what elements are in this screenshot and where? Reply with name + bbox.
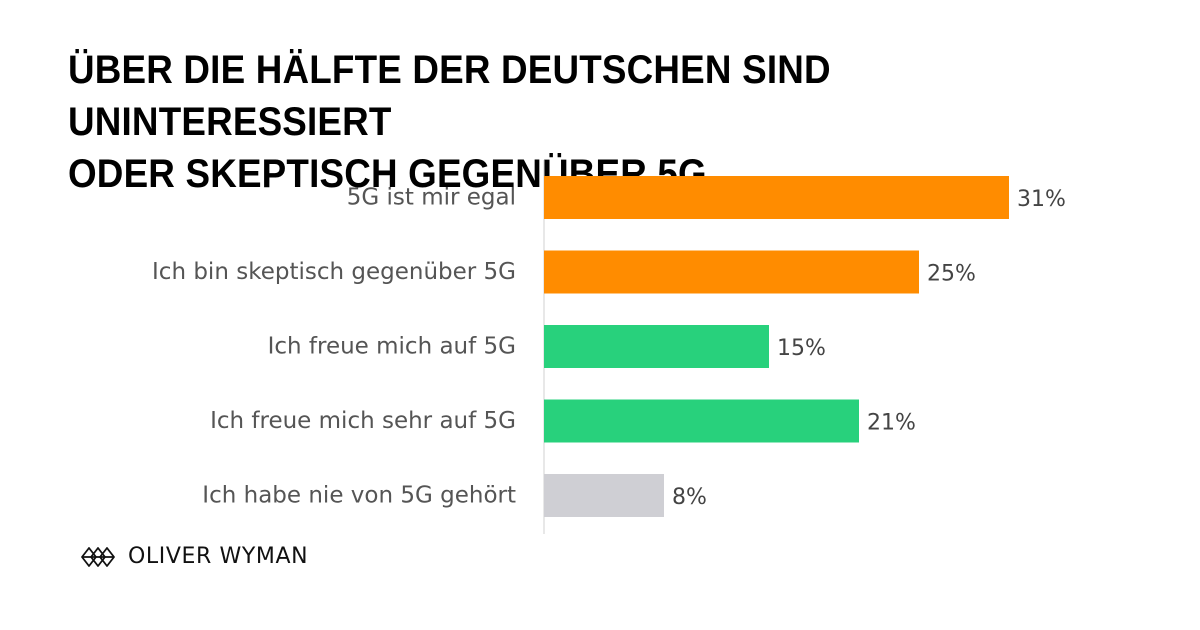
category-label: Ich freue mich sehr auf 5G	[210, 408, 516, 434]
bar-chart: 5G ist mir egal 31% Ich bin skeptisch gege…	[152, 160, 1066, 534]
value-label: 25%	[927, 262, 976, 287]
bar	[544, 250, 919, 294]
category-label: 5G ist mir egal	[347, 185, 516, 211]
brand-footer: OLIVER WYMAN	[80, 544, 308, 569]
bar	[544, 399, 859, 443]
bar	[544, 176, 1009, 219]
oliver-wyman-logo-icon	[81, 546, 115, 567]
value-label: 8%	[672, 485, 707, 510]
bar	[544, 325, 769, 368]
chart-title-line-1: ÜBER DIE HÄLFTE DER DEUTSCHEN SIND UNINT…	[68, 48, 831, 144]
category-label: Ich habe nie von 5G gehört	[202, 483, 516, 509]
brand-name: OLIVER WYMAN	[128, 544, 309, 569]
value-label: 15%	[777, 336, 826, 361]
value-label: 31%	[1017, 187, 1066, 212]
category-label: Ich bin skeptisch gegenüber 5G	[152, 259, 516, 285]
category-label: Ich freue mich auf 5G	[268, 334, 516, 360]
value-label: 21%	[867, 411, 916, 436]
bar	[544, 474, 664, 517]
